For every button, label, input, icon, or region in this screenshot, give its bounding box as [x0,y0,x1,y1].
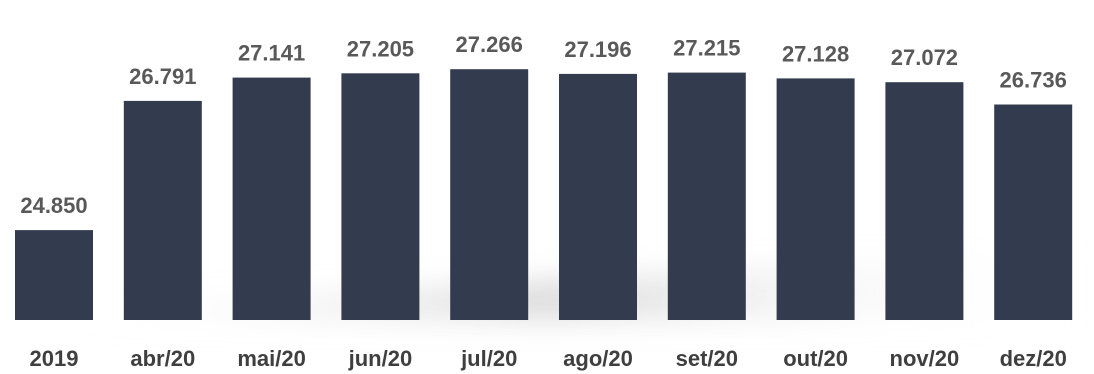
x-tick-abr-20: abr/20 [130,346,195,371]
bar-jul-20 [450,69,529,320]
bar-abr-20 [123,100,202,321]
bar-mai-20 [232,77,311,320]
x-tick-jul-20: jul/20 [460,346,517,371]
x-axis-tick-labels: 2019 abr/20 mai/20 jun/20 jul/20 ago/20 set/20… [30,346,1067,371]
bar-ago-20 [559,73,637,321]
data-label-out-20: 27.128 [782,41,849,66]
x-tick-jun-20: jun/20 [348,346,413,371]
data-label-set-20: 27.215 [673,36,740,61]
data-label-mai-20: 27.141 [238,41,305,66]
x-tick-set-20: set/20 [676,346,738,371]
data-label-nov-20: 27.072 [891,45,958,70]
bar-dez-20 [994,104,1073,320]
data-label-ago-20: 27.196 [564,37,631,62]
bar-out-20 [776,78,855,321]
data-label-jul-20: 27.266 [456,32,523,57]
data-labels: 24.850 26.791 27.141 27.205 27.266 27.196 27.2… [20,32,1066,218]
x-tick-ago-20: ago/20 [563,346,633,371]
x-tick-2019: 2019 [30,346,79,371]
x-tick-dez-20: dez/20 [1000,346,1067,371]
x-tick-nov-20: nov/20 [890,346,960,371]
data-label-jun-20: 27.205 [347,36,414,61]
bar-2019 [15,230,93,320]
data-label-abr-20: 26.791 [129,64,196,89]
data-label-dez-20: 26.736 [1000,68,1067,93]
bar-jun-20 [341,73,420,320]
bar-nov-20 [885,82,964,320]
bar-series [15,69,1073,321]
x-tick-mai-20: mai/20 [237,346,306,371]
bar-set-20 [667,72,746,320]
x-tick-out-20: out/20 [783,346,848,371]
data-label-2019: 24.850 [20,193,87,218]
